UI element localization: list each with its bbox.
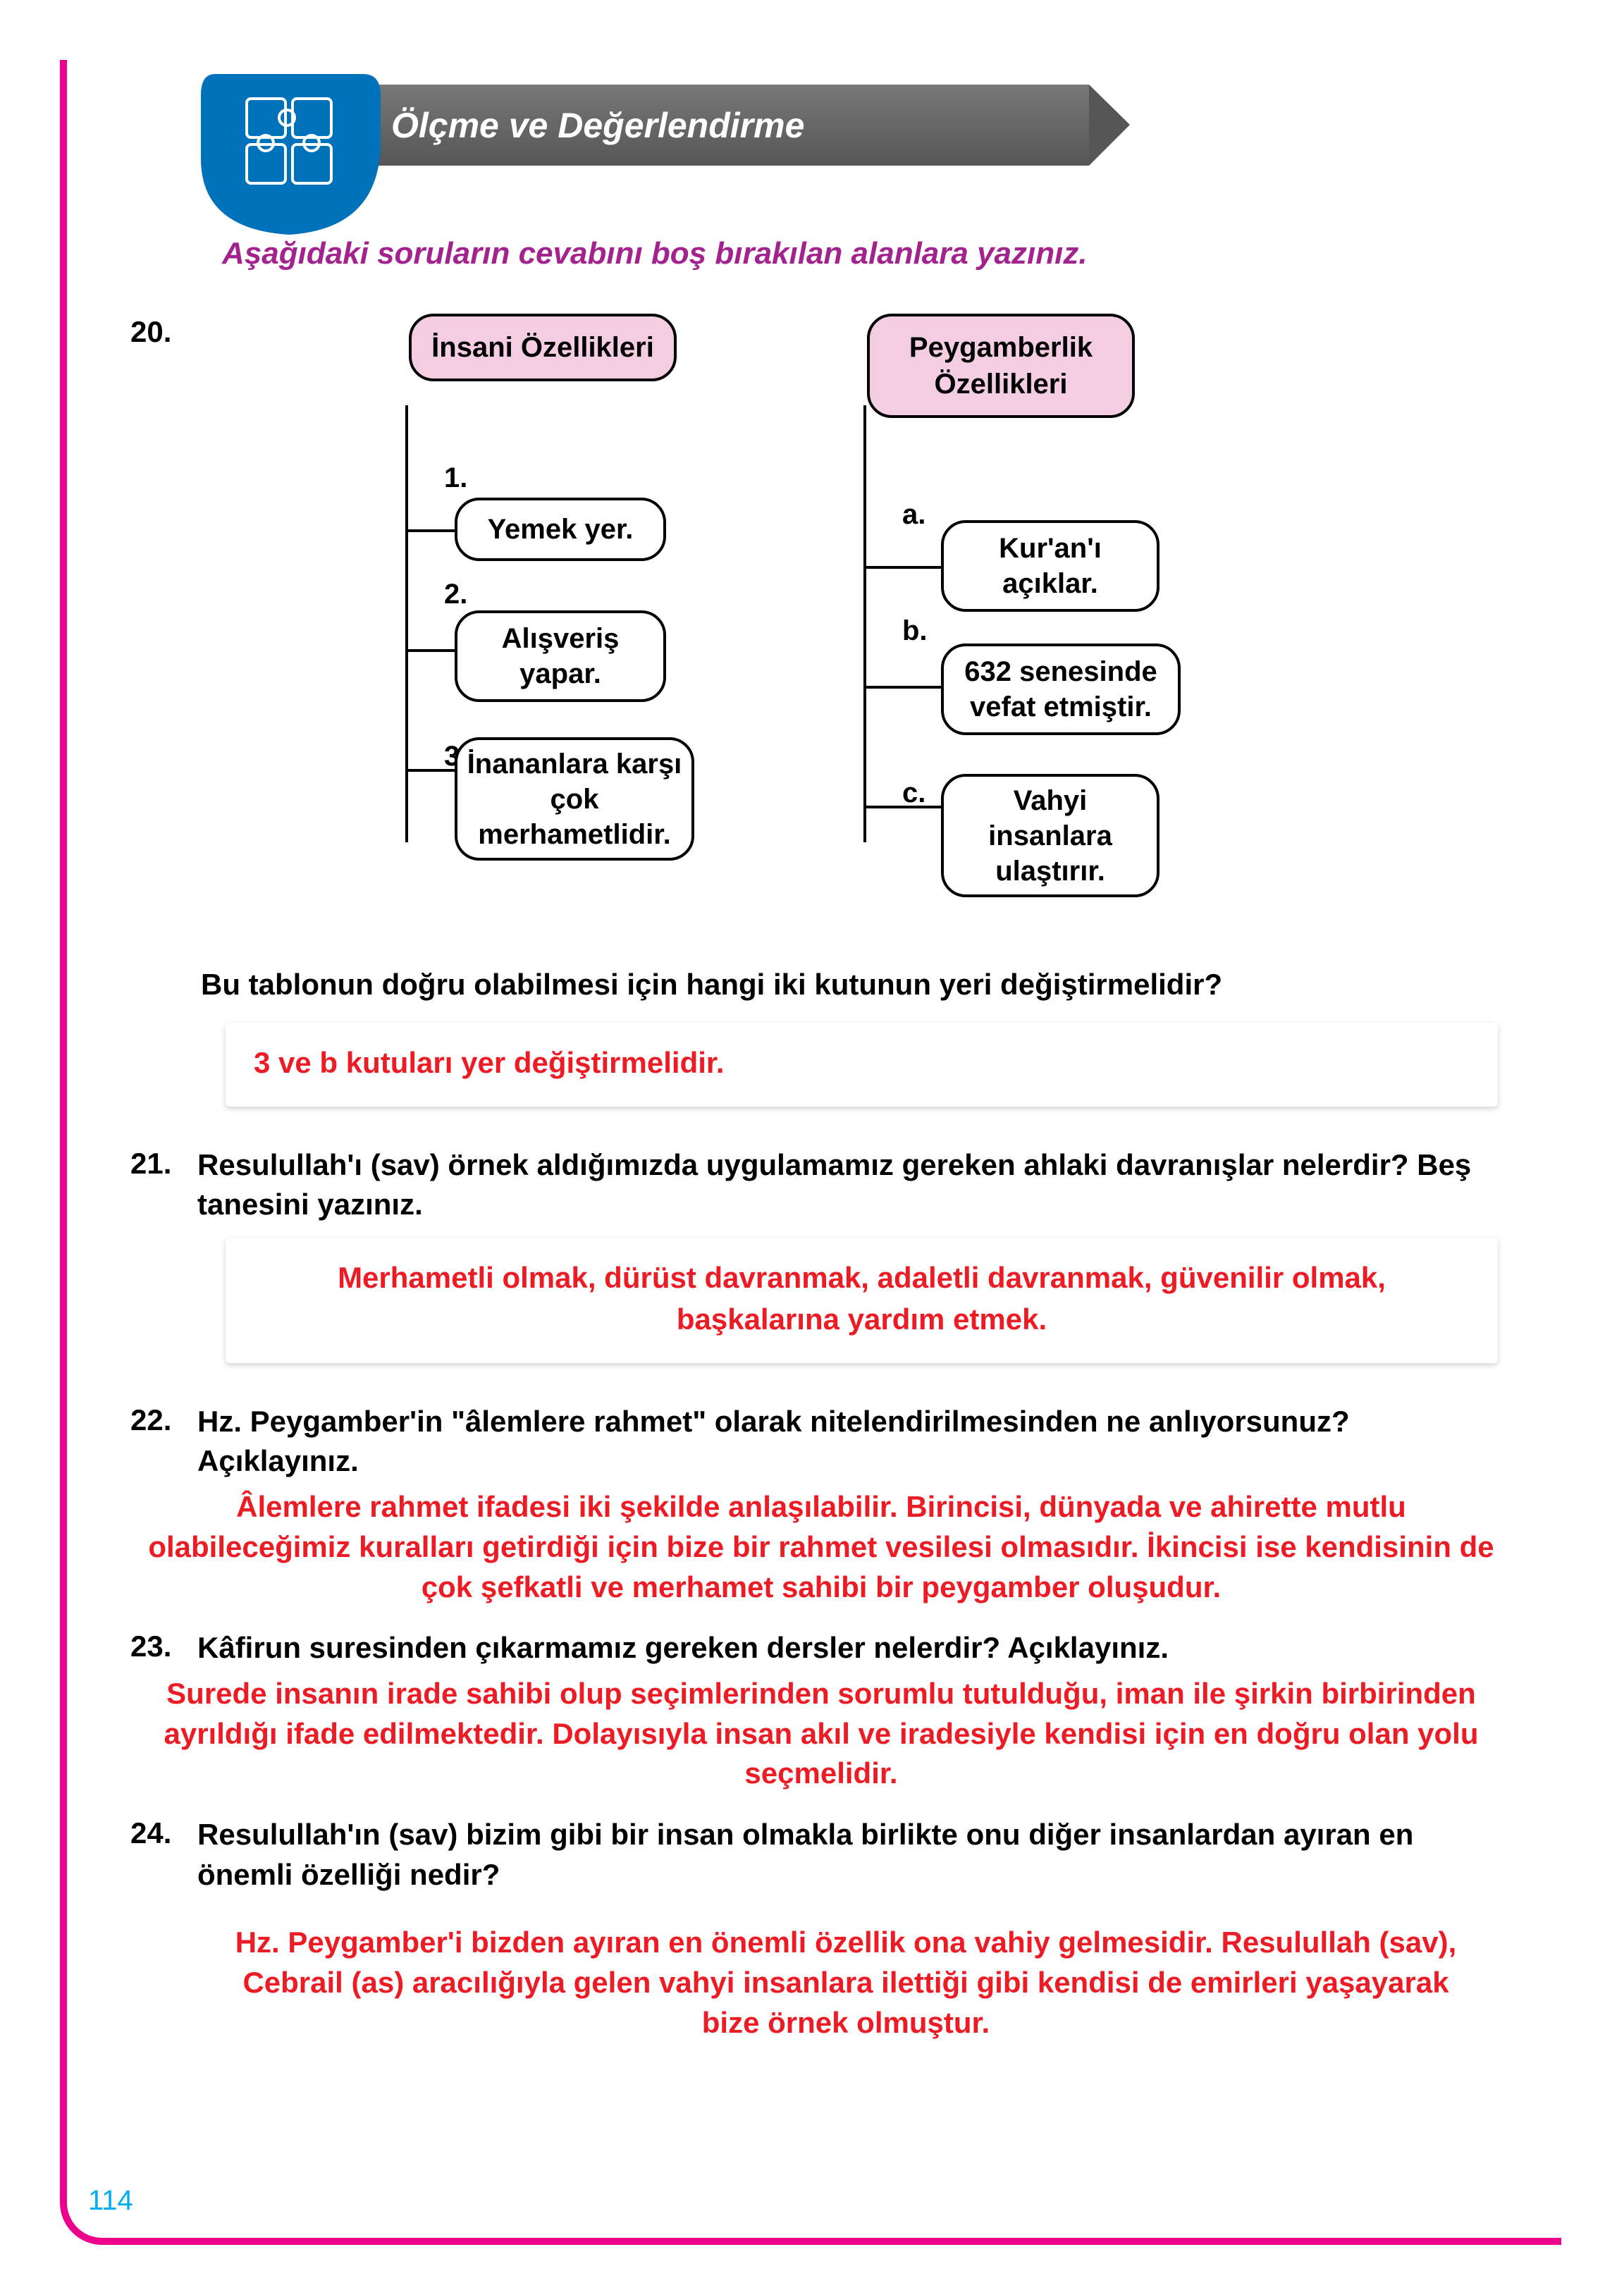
right-ha bbox=[863, 566, 941, 569]
q23-text: Kâfirun suresinden çıkarmamız gereken de… bbox=[197, 1628, 1512, 1668]
right-box-a: Kur'an'ı açıklar. bbox=[941, 520, 1159, 612]
left-item-1: 1. Yemek yer. bbox=[338, 381, 705, 565]
right-box-c: Vahyi insanlara ulaştırır. bbox=[941, 774, 1159, 897]
q20-answer-box: 3 ve b kutuları yer değiştirmelidir. bbox=[226, 1023, 1498, 1107]
right-label-a: a. bbox=[902, 499, 925, 531]
diagram-left-col: İnsani Özellikleri 1. Yemek yer. 2. Alış… bbox=[338, 314, 705, 925]
header-banner: Ölçme ve Değerlendirme bbox=[60, 60, 1512, 201]
page-frame: Ölçme ve Değerlendirme Aşağıdaki sorular… bbox=[60, 60, 1561, 2245]
right-box-b: 632 senesinde vefat etmiştir. bbox=[941, 644, 1181, 735]
right-label-c: c. bbox=[902, 777, 925, 809]
q20-diagram: İnsani Özellikleri 1. Yemek yer. 2. Alış… bbox=[338, 314, 1512, 925]
right-hc bbox=[863, 806, 941, 808]
left-h2 bbox=[405, 649, 455, 652]
left-label-2: 2. bbox=[444, 579, 467, 610]
right-header: Peygamberlik Özellikleri bbox=[867, 314, 1135, 418]
instruction-text: Aşağıdaki soruların cevabını boş bırakıl… bbox=[222, 236, 1512, 271]
question-23: 23. Kâfirun suresinden çıkarmamız gereke… bbox=[130, 1628, 1512, 1668]
q20-num: 20. bbox=[130, 314, 197, 968]
q24-text: Resulullah'ın (sav) bizim gibi bir insan… bbox=[197, 1815, 1512, 1895]
question-20: 20. İnsani Özellikleri 1. Yemek yer. 2. bbox=[130, 314, 1512, 968]
q21-answer: Merhametli olmak, dürüst davranmak, adal… bbox=[254, 1257, 1470, 1341]
question-22: 22. Hz. Peygamber'in "âlemlere rahmet" o… bbox=[130, 1402, 1512, 1482]
right-item-c: c. Vahyi insanlara ulaştırır. bbox=[796, 763, 1191, 925]
q23-num: 23. bbox=[130, 1628, 197, 1668]
question-21: 21. Resulullah'ı (sav) örnek aldığımızda… bbox=[130, 1145, 1512, 1225]
left-box-3: İnananlara karşı çok merhametlidir. bbox=[455, 737, 694, 861]
left-item-2: 2. Alışveriş yapar. bbox=[338, 565, 705, 727]
page-number: 114 bbox=[88, 2185, 133, 2217]
right-item-a: a. Kur'an'ı açıklar. bbox=[796, 418, 1191, 601]
q21-text: Resulullah'ı (sav) örnek aldığımızda uyg… bbox=[197, 1145, 1512, 1225]
question-24: 24. Resulullah'ın (sav) bizim gibi bir i… bbox=[130, 1815, 1512, 1895]
left-box-2: Alışveriş yapar. bbox=[455, 610, 666, 702]
q22-text: Hz. Peygamber'in "âlemlere rahmet" olara… bbox=[197, 1402, 1512, 1482]
puzzle-icon bbox=[194, 60, 384, 236]
left-box-1: Yemek yer. bbox=[455, 498, 666, 561]
q24-num: 24. bbox=[130, 1815, 197, 1895]
q21-answer-box: Merhametli olmak, dürüst davranmak, adal… bbox=[226, 1238, 1498, 1363]
q22-num: 22. bbox=[130, 1402, 197, 1482]
banner-title: Ölçme ve Değerlendirme bbox=[391, 105, 804, 146]
q23-answer: Surede insanın irade sahibi olup seçimle… bbox=[144, 1674, 1498, 1794]
q20-answer: 3 ve b kutuları yer değiştirmelidir. bbox=[254, 1042, 1470, 1084]
diagram-right-col: Peygamberlik Özellikleri a. Kur'an'ı açı… bbox=[796, 314, 1191, 925]
left-item-3: 3. İnananlara karşı çok merhametlidir. bbox=[338, 727, 705, 889]
left-label-1: 1. bbox=[444, 462, 467, 494]
q24-answer: Hz. Peygamber'i bizden ayıran en önemli … bbox=[222, 1923, 1470, 2043]
right-label-b: b. bbox=[902, 615, 928, 647]
q20-follow: Bu tablonun doğru olabilmesi için hangi … bbox=[201, 968, 1512, 1002]
left-h3 bbox=[405, 769, 455, 772]
q22-answer: Âlemlere rahmet ifadesi iki şekilde anla… bbox=[144, 1487, 1498, 1607]
right-hb bbox=[863, 686, 941, 689]
left-header: İnsani Özellikleri bbox=[409, 314, 677, 381]
left-h1 bbox=[405, 529, 455, 532]
right-item-b: b. 632 senesinde vefat etmiştir. bbox=[796, 601, 1191, 763]
q21-num: 21. bbox=[130, 1145, 197, 1225]
